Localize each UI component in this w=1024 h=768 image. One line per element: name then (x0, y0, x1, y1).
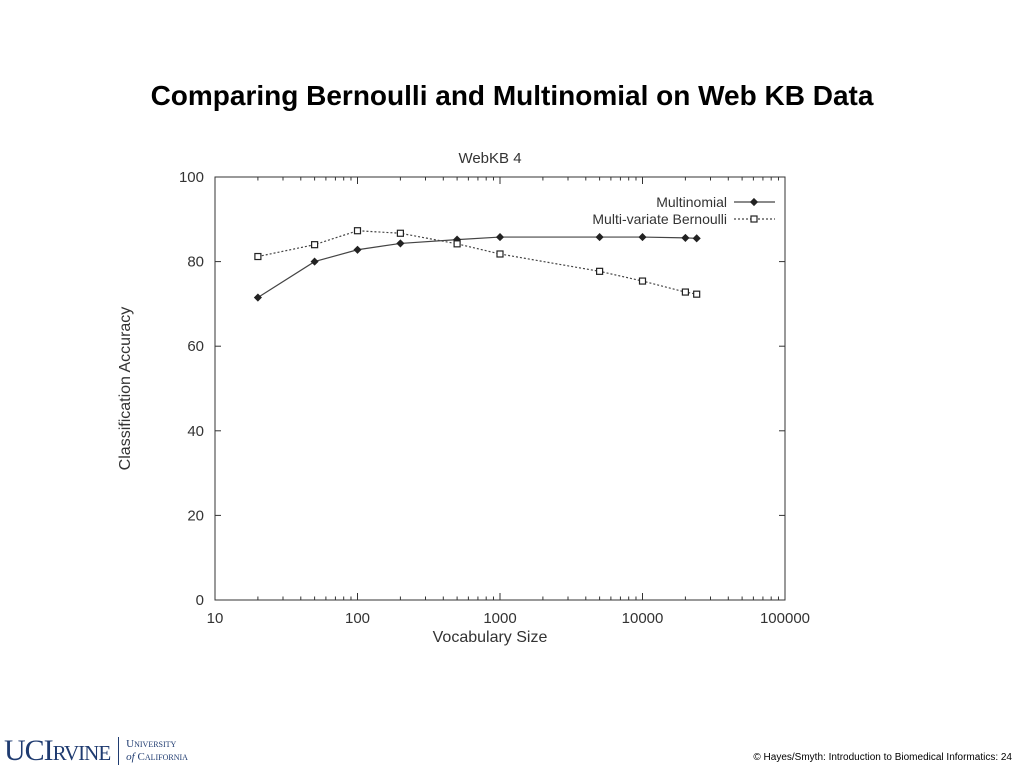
logo-uci-text: UCIRVINE (4, 734, 111, 767)
data-point-1 (353, 245, 362, 254)
data-point-2 (396, 229, 404, 237)
y-tick-label: 0 (196, 592, 204, 609)
y-tick-label: 80 (187, 254, 204, 271)
data-point-1 (692, 234, 701, 243)
series-line-2 (257, 230, 697, 295)
data-point-legend-2 (750, 215, 758, 223)
data-point-1 (681, 233, 690, 242)
data-point-2 (638, 277, 647, 285)
data-point-1 (638, 233, 647, 242)
legend-label-1: Multinomial (656, 194, 727, 210)
copyright-footer: © Hayes/Smyth: Introduction to Biomedica… (753, 752, 1012, 763)
x-tick-label: 10000 (622, 610, 664, 627)
x-tick-label: 1000 (483, 610, 516, 627)
y-tick-label: 20 (187, 507, 204, 524)
data-point-1 (310, 257, 319, 266)
data-point-legend-1 (749, 197, 759, 207)
y-axis-label: Classification Accuracy (117, 307, 134, 471)
data-point-2 (453, 240, 461, 248)
logo-divider (118, 737, 120, 765)
slide-title: Comparing Bernoulli and Multinomial on W… (150, 80, 874, 111)
x-tick-label: 100000 (760, 610, 810, 627)
x-tick-label: 10 (207, 610, 224, 627)
accuracy-chart: 0 20 40 60 80 100 10 100 1000 10000 100000 WebKB 4 V… (117, 150, 810, 646)
data-point-2 (254, 252, 262, 261)
y-tick-label: 40 (187, 423, 204, 440)
data-point-2 (311, 241, 319, 249)
x-tick-label: 100 (345, 610, 370, 627)
data-point-1 (396, 239, 405, 248)
data-point-2 (681, 288, 689, 296)
series-line-1 (257, 236, 697, 299)
y-tick-label: 60 (187, 338, 204, 355)
data-point-1 (253, 293, 262, 302)
legend-label-2: Multi-variate Bernoulli (592, 211, 727, 227)
data-point-1 (495, 233, 505, 242)
uci-logo: UCIRVINE UNIVERSITY of CALIFORNIA (4, 734, 188, 768)
logo-uc-text: UNIVERSITY of CALIFORNIA (126, 738, 188, 763)
data-point-2 (496, 250, 504, 258)
y-tick-label: 100 (179, 169, 204, 186)
chart-title: WebKB 4 (458, 150, 521, 167)
data-point-2 (353, 227, 362, 235)
x-axis-label: Vocabulary Size (433, 629, 548, 646)
data-point-2 (693, 290, 701, 298)
data-point-1 (595, 233, 604, 242)
data-point-2 (596, 267, 604, 275)
